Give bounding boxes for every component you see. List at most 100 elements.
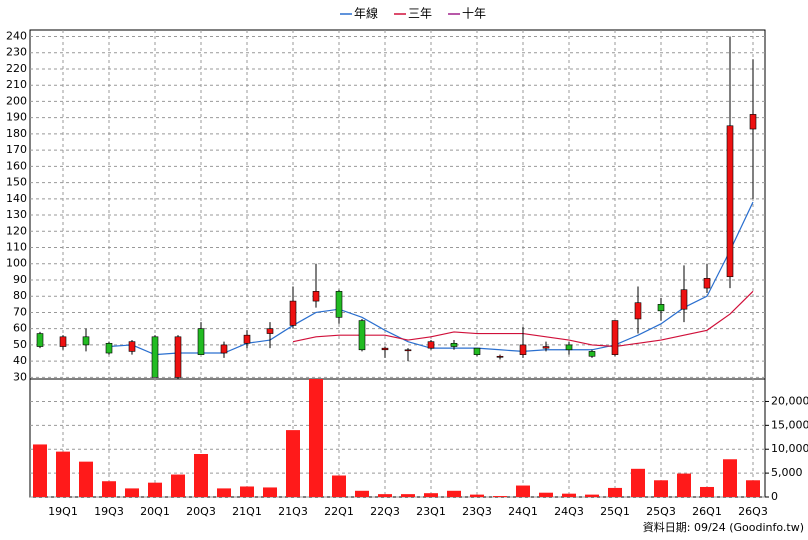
x-tick-label: 22Q3 (370, 505, 400, 518)
volume-bar (585, 494, 599, 497)
x-tick-label: 20Q3 (186, 505, 216, 518)
y2-tick-label: 5,000 (771, 466, 803, 479)
volume-bar (470, 494, 484, 497)
candle-body (59, 336, 67, 347)
volume-bar (631, 468, 645, 497)
volume-bar (79, 461, 93, 497)
candle-body (450, 342, 458, 347)
y-tick-label: 220 (6, 62, 27, 75)
volume-bar (378, 494, 392, 497)
candle-body (565, 344, 573, 351)
y-tick-label: 230 (6, 46, 27, 59)
x-tick-label: 19Q1 (48, 505, 78, 518)
volume-bar (746, 480, 760, 497)
volume-bar (171, 474, 185, 497)
legend-label: 十年 (462, 7, 486, 21)
candle-body (220, 344, 228, 354)
y-tick-label: 60 (13, 322, 27, 335)
y-tick-label: 80 (13, 289, 27, 302)
volume-bar (700, 486, 714, 497)
candle-body (82, 336, 90, 346)
y-tick-label: 30 (13, 370, 27, 383)
x-tick-label: 25Q1 (600, 505, 630, 518)
x-tick-label: 21Q1 (232, 505, 262, 518)
y-tick-label: 130 (6, 208, 27, 221)
candle-body (519, 344, 527, 355)
x-tick-label: 19Q3 (94, 505, 124, 518)
volume-bar (125, 488, 139, 497)
y-tick-label: 110 (6, 241, 27, 254)
candle-body (588, 351, 596, 357)
y-tick-label: 210 (6, 78, 27, 91)
y-tick-label: 200 (6, 94, 27, 107)
volume-bar (332, 475, 346, 497)
candle-body (174, 336, 182, 378)
y-tick-label: 180 (6, 127, 27, 140)
y2-tick-label: 0 (771, 490, 778, 503)
volume-bar (240, 486, 254, 497)
legend-label: 年線 (354, 6, 378, 21)
y-tick-label: 240 (6, 29, 27, 42)
legend-label: 三年 (408, 7, 432, 21)
volume-bar (654, 480, 668, 497)
volume-bar (33, 444, 47, 497)
candle-body (749, 114, 757, 130)
y-tick-label: 40 (13, 354, 27, 367)
candle-body (381, 347, 389, 351)
volume-bar (194, 454, 208, 497)
volume-bar (286, 430, 300, 497)
candle-body (36, 333, 44, 347)
candle-body (703, 278, 711, 289)
candle-body (197, 328, 205, 355)
volume-bar (102, 481, 116, 497)
candle-body (266, 328, 274, 334)
volume-bar (516, 485, 530, 497)
x-tick-label: 22Q1 (324, 505, 354, 518)
candle-body (404, 349, 412, 352)
candle-body (289, 300, 297, 326)
legend: 年線 三年 十年 (340, 6, 486, 21)
y-tick-label: 150 (6, 176, 27, 189)
candle-body (680, 289, 688, 310)
volume-bar (493, 496, 507, 497)
volume-bar (677, 473, 691, 497)
y-tick-label: 90 (13, 273, 27, 286)
y-tick-label: 160 (6, 159, 27, 172)
volume-bar (723, 459, 737, 497)
y-tick-label: 70 (13, 305, 27, 318)
x-tick-label: 23Q3 (462, 505, 492, 518)
candle-body (726, 125, 734, 278)
candle-body (473, 347, 481, 355)
y2-tick-label: 10,000 (771, 442, 808, 455)
volume-bar (447, 490, 461, 497)
volume-bar (539, 492, 553, 497)
x-tick-label: 24Q3 (554, 505, 584, 518)
candle-body (151, 336, 159, 378)
y-tick-label: 50 (13, 338, 27, 351)
y-tick-label: 190 (6, 111, 27, 124)
candle-body (312, 291, 320, 302)
y-tick-label: 140 (6, 192, 27, 205)
x-tick-label: 26Q3 (738, 505, 768, 518)
candle-body (105, 342, 113, 354)
volume-bar (401, 494, 415, 497)
x-tick-label: 25Q3 (646, 505, 676, 518)
volume-bar (562, 493, 576, 497)
x-tick-label: 20Q1 (140, 505, 170, 518)
y2-tick-label: 15,000 (771, 418, 808, 431)
candle-body (358, 320, 366, 351)
volume-bar (309, 379, 323, 497)
candle-body (542, 346, 550, 349)
candle-body (243, 334, 251, 344)
candle-body (657, 304, 665, 312)
candle-body (427, 341, 435, 349)
volume-bar (263, 487, 277, 497)
volume-bar (424, 493, 438, 497)
volume-bar (148, 482, 162, 497)
volume-bar (217, 488, 231, 497)
candle-body (128, 341, 136, 352)
footer: 資料日期: 09/24 (Goodinfo.tw) (643, 520, 804, 534)
y-tick-label: 120 (6, 224, 27, 237)
candle-body (496, 355, 504, 358)
